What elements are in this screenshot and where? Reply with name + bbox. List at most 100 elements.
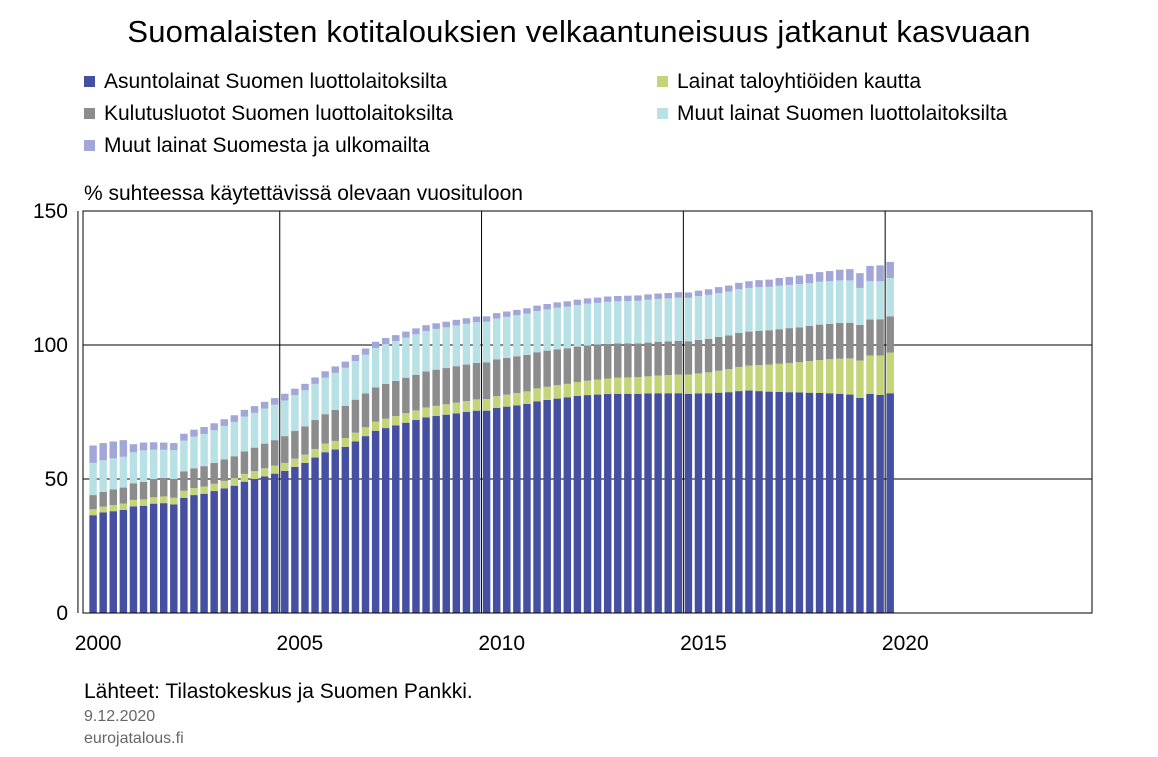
bar-segment-1: [170, 497, 178, 505]
bar-segment-3: [422, 331, 430, 372]
bar-segment-0: [412, 420, 420, 613]
bar-segment-3: [634, 300, 642, 344]
bar-segment-3: [805, 283, 814, 326]
legend-item-taloyhtiot: Lainat taloyhtiöiden kautta: [657, 69, 921, 95]
bar-segment-0: [392, 425, 400, 613]
bar-segment-3: [270, 404, 279, 441]
bar-segment-4: [725, 285, 733, 292]
bar-segment-1: [240, 473, 249, 482]
bar-segment-3: [89, 462, 97, 496]
bar-segment-3: [351, 361, 360, 400]
bar-segment-2: [735, 332, 743, 367]
bar-segment-2: [765, 330, 773, 365]
bar-segment-2: [270, 440, 279, 466]
bar-segment-1: [230, 478, 239, 486]
bar-segment-0: [543, 399, 551, 613]
bar-segment-3: [866, 281, 874, 320]
bar-segment-2: [170, 479, 178, 498]
bar-segment-2: [745, 331, 753, 366]
bar-segment-3: [412, 334, 420, 375]
bar-segment-1: [351, 432, 360, 442]
bar-segment-1: [714, 370, 723, 393]
bar-segment-4: [89, 445, 97, 463]
bar-segment-1: [422, 407, 430, 418]
bar-segment-4: [694, 290, 703, 297]
chart-title: Suomalaisten kotitalouksien velkaantunei…: [127, 14, 1031, 49]
bar-segment-2: [210, 462, 218, 484]
bar-segment-3: [311, 383, 319, 421]
bar-segment-3: [472, 322, 481, 363]
bar-segment-3: [825, 281, 834, 324]
bar-segment-3: [815, 281, 824, 325]
bar-segment-4: [846, 269, 854, 281]
bar-segment-0: [220, 488, 228, 613]
bar-segment-2: [220, 459, 228, 481]
bar-segment-1: [866, 355, 874, 394]
bar-segment-3: [200, 433, 208, 467]
bar-segment-2: [593, 344, 602, 380]
bar-segment-4: [876, 265, 884, 282]
bar-segment-0: [684, 393, 693, 613]
bar-segment-4: [856, 273, 864, 288]
bar-segment-2: [341, 405, 350, 438]
legend-label: Lainat taloyhtiöiden kautta: [677, 70, 922, 93]
bar-segment-4: [573, 299, 582, 306]
bar-segment-3: [432, 328, 440, 370]
bar-segment-0: [291, 466, 299, 613]
bar-segment-1: [291, 458, 299, 467]
bar-segment-4: [331, 366, 339, 373]
bar-segment-2: [694, 339, 703, 374]
bar-segment-4: [482, 316, 491, 322]
bar-segment-2: [725, 335, 733, 370]
bar-segment-1: [795, 362, 804, 393]
bar-segment-2: [573, 346, 582, 382]
bar-segment-1: [331, 440, 339, 450]
bar-segment-2: [775, 329, 783, 364]
y-axis-unit-label: % suhteessa käytettävissä olevaan vuosit…: [84, 182, 523, 205]
bar-segment-3: [361, 354, 370, 394]
bar-segment-3: [644, 299, 652, 343]
bar-segment-0: [856, 397, 864, 613]
bar-segment-1: [674, 374, 683, 394]
legend-label: Kulutusluotot Suomen luottolaitoksilta: [104, 102, 454, 125]
bar-segment-1: [341, 437, 350, 447]
bar-segment-2: [614, 343, 622, 378]
bar-segment-2: [714, 336, 723, 371]
bar-segment-0: [674, 393, 683, 613]
bar-segment-0: [654, 393, 662, 613]
bar-segment-1: [836, 358, 844, 394]
publish-date: 9.12.2020: [84, 708, 156, 725]
bar-segment-3: [149, 449, 158, 480]
bar-segment-1: [684, 374, 693, 394]
bar-segment-3: [99, 460, 107, 492]
bar-segment-0: [765, 391, 773, 613]
bar-segment-4: [644, 294, 652, 300]
bar-segment-0: [533, 401, 541, 613]
bar-segment-3: [856, 287, 864, 325]
bar-segment-3: [704, 294, 713, 339]
bar-segment-3: [281, 400, 289, 437]
bar-segment-4: [795, 275, 804, 285]
bar-segment-1: [634, 377, 642, 394]
bar-segment-1: [644, 376, 652, 394]
bar-segment-0: [714, 392, 723, 613]
bar-segment-1: [220, 480, 228, 489]
bar-segment-1: [664, 375, 672, 394]
bar-segment-4: [412, 328, 420, 335]
bar-segment-0: [250, 479, 259, 613]
bar-segment-4: [735, 282, 743, 290]
bar-segment-0: [513, 405, 521, 613]
bar-segment-1: [281, 462, 289, 471]
bar-segment-1: [785, 362, 794, 393]
bar-segment-4: [593, 297, 602, 303]
bar-segment-0: [563, 397, 572, 613]
bar-segment-4: [432, 323, 440, 329]
bar-segment-0: [886, 393, 894, 613]
site-name: eurojatalous.fi: [84, 730, 184, 747]
bar-segment-1: [523, 391, 531, 404]
bar-segment-0: [482, 410, 491, 613]
bar-segment-0: [422, 417, 430, 613]
legend-swatch: [84, 76, 95, 87]
bar-segment-1: [452, 402, 461, 414]
bar-segment-0: [210, 491, 218, 613]
